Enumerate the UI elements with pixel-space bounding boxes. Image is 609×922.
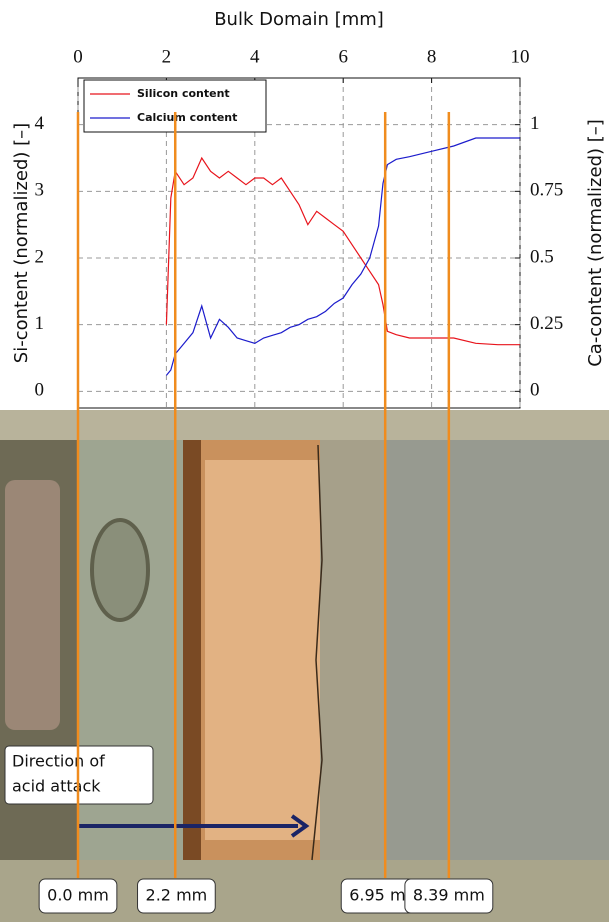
y-tick-label: 4 <box>35 113 45 134</box>
y-axis-label: Si-content (normalized) [–] <box>11 123 32 363</box>
x-tick-label: 10 <box>511 46 530 67</box>
y2-axis-label: Ca-content (normalized) [–] <box>585 119 606 367</box>
x-tick-label: 8 <box>427 46 437 67</box>
x-tick-label: 6 <box>338 46 348 67</box>
x-tick-label: 0 <box>73 46 83 67</box>
y2-tick-label: 0.75 <box>530 180 563 201</box>
marker-label: 0.0 mm <box>47 886 109 905</box>
figure: Silicon content Calcium content Bulk Doma… <box>0 0 609 922</box>
y2-tick-label: 0 <box>530 380 540 401</box>
annotation-text: acid attack <box>12 777 101 796</box>
y-tick-label: 1 <box>35 313 45 334</box>
marker-label: 8.39 mm <box>413 886 485 905</box>
marker-label: 2.2 mm <box>146 886 208 905</box>
y2-tick-label: 1 <box>530 113 540 134</box>
annotation-text: Direction of <box>12 752 105 771</box>
x-tick-label: 2 <box>162 46 172 67</box>
legend-label: Silicon content <box>137 87 230 100</box>
x-axis-label: Bulk Domain [mm] <box>214 9 384 30</box>
y-tick-label: 3 <box>35 180 45 201</box>
y2-tick-label: 0.25 <box>530 313 563 334</box>
x-tick-label: 4 <box>250 46 260 67</box>
legend-label: Calcium content <box>137 111 237 124</box>
y-tick-label: 0 <box>35 380 45 401</box>
specimen-photo <box>0 410 609 922</box>
y2-tick-label: 0.5 <box>530 246 554 267</box>
y-tick-label: 2 <box>35 246 45 267</box>
